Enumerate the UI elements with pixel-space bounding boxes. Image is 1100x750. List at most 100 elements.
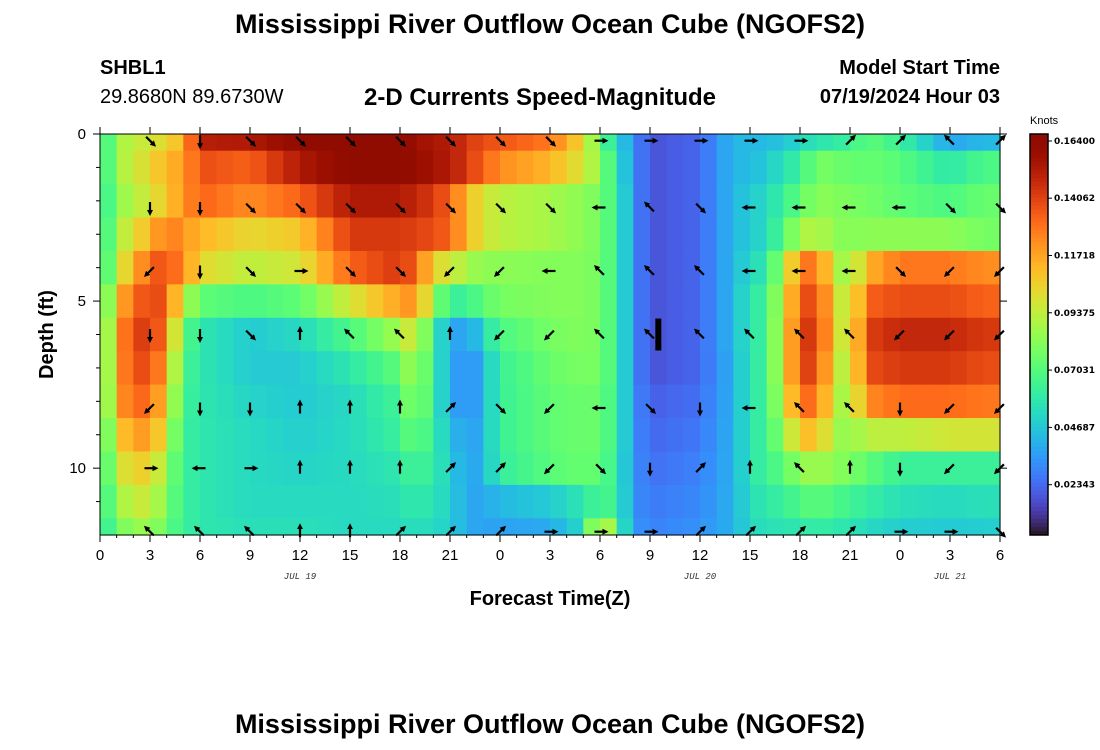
heatmap-cell <box>166 284 184 319</box>
heatmap-cell <box>783 250 801 285</box>
heatmap-cell <box>116 484 134 519</box>
heatmap-cell <box>766 184 784 219</box>
heatmap-cell <box>133 184 151 219</box>
heatmap-cell <box>800 150 818 185</box>
heatmap-cell <box>816 317 834 352</box>
heatmap-cell <box>866 418 884 453</box>
heatmap-cell <box>800 518 818 536</box>
colorbar-swatch <box>1030 326 1048 331</box>
current-arrow <box>845 525 857 537</box>
colorbar-swatch <box>1030 234 1048 239</box>
x-tick-label: 21 <box>442 547 459 564</box>
heatmap-cell <box>933 518 951 536</box>
heatmap-cell <box>366 451 384 486</box>
colorbar-swatch <box>1030 166 1048 171</box>
heatmap-cell <box>700 484 718 519</box>
heatmap-cell <box>833 217 851 252</box>
heatmap-cell <box>966 451 984 486</box>
heatmap-cell <box>500 384 518 419</box>
heatmap-cell <box>800 451 818 486</box>
heatmap-cell <box>116 284 134 319</box>
current-arrow <box>495 525 507 537</box>
heatmap-cell <box>516 484 534 519</box>
heatmap-cell <box>683 284 701 319</box>
heatmap-cell <box>983 317 1001 352</box>
current-arrow <box>345 202 357 214</box>
heatmap-cell <box>416 451 434 486</box>
heatmap-cell <box>783 134 801 152</box>
heatmap-cell <box>200 317 218 352</box>
heatmap-cell <box>533 250 551 285</box>
heatmap-cell <box>866 250 884 285</box>
colorbar-swatch <box>1030 362 1048 368</box>
heatmap-cell <box>166 184 184 219</box>
colorbar-swatch <box>1030 170 1048 175</box>
heatmap-cell <box>100 451 118 486</box>
heatmap-cell <box>133 518 151 536</box>
heatmap-cell <box>650 184 668 219</box>
heatmap-cell <box>883 134 901 152</box>
colorbar-swatch <box>1030 194 1048 199</box>
colorbar-swatch <box>1030 378 1048 384</box>
heatmap-cell <box>250 418 268 453</box>
heatmap-cell <box>966 134 984 152</box>
heatmap-cell <box>666 351 684 386</box>
heatmap-cell <box>500 217 518 252</box>
heatmap-cell <box>966 184 984 219</box>
heatmap-cell <box>850 484 868 519</box>
heatmap-cell <box>300 484 318 519</box>
current-arrow <box>943 329 955 341</box>
heatmap-cell <box>583 384 601 419</box>
colorbar-swatch <box>1030 418 1048 424</box>
heatmap-cell <box>683 518 701 536</box>
heatmap-cell <box>550 317 568 352</box>
heatmap-cell <box>983 518 1001 536</box>
heatmap-cell <box>416 384 434 419</box>
colorbar-swatch <box>1030 246 1048 251</box>
colorbar-tick-label: 0.09375 <box>1054 309 1095 319</box>
heatmap-cell <box>900 384 918 419</box>
heatmap-cell <box>716 150 734 185</box>
heatmap-cell <box>700 418 718 453</box>
heatmap-cell <box>200 150 218 185</box>
heatmap-cell <box>166 451 184 486</box>
heatmap-cell <box>800 134 818 152</box>
colorbar-swatch <box>1030 406 1048 412</box>
heatmap-cell <box>383 418 401 453</box>
heatmap-cell <box>850 418 868 453</box>
current-arrow <box>345 266 357 278</box>
heatmap-cell <box>500 250 518 285</box>
heatmap-cell <box>233 518 251 536</box>
heatmap-cell <box>950 518 968 536</box>
heatmap-cell <box>750 418 768 453</box>
heatmap-cell <box>300 351 318 386</box>
heatmap-cell <box>650 250 668 285</box>
heatmap-cell <box>100 217 118 252</box>
heatmap-cell <box>416 518 434 536</box>
heatmap-cell <box>166 217 184 252</box>
heatmap-cell <box>183 184 201 219</box>
colorbar-swatch <box>1030 434 1048 440</box>
heatmap-cell <box>550 250 568 285</box>
heatmap-cell <box>350 317 368 352</box>
colorbar-swatch <box>1030 210 1048 215</box>
x-tick-label: 3 <box>946 547 954 564</box>
heatmap-cell <box>400 134 418 152</box>
current-arrow <box>795 525 807 537</box>
heatmap-cell <box>583 484 601 519</box>
heatmap-cell <box>933 317 951 352</box>
heatmap-cell <box>466 317 484 352</box>
current-arrow <box>193 525 205 537</box>
heatmap-cell <box>350 150 368 185</box>
heatmap-cell <box>650 284 668 319</box>
heatmap-cell <box>250 518 268 536</box>
colorbar-swatch <box>1030 178 1048 183</box>
heatmap-cell <box>300 184 318 219</box>
colorbar-swatch <box>1030 478 1048 484</box>
heatmap-cell <box>183 484 201 519</box>
heatmap-cell <box>500 284 518 319</box>
heatmap-cells <box>100 134 1001 536</box>
heatmap-cell <box>816 217 834 252</box>
heatmap-cell <box>566 418 584 453</box>
heatmap-cell <box>816 451 834 486</box>
